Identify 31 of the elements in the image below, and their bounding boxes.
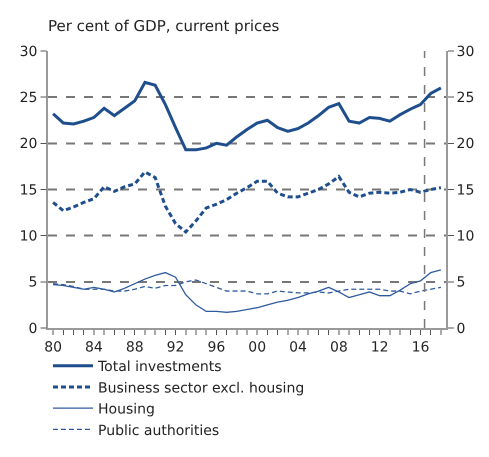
chart-title: Per cent of GDP, current prices [48, 17, 280, 36]
y-tick-label: 0 [28, 320, 38, 337]
y-tick-label: 5 [28, 274, 38, 291]
y2-tick-label: 0 [456, 320, 466, 337]
y2-tick-label: 30 [456, 44, 474, 60]
y2-tick-label: 25 [456, 90, 474, 106]
y2-tick-label: 20 [456, 136, 474, 152]
line-series [52, 80, 442, 152]
x-tick-label: 12 [370, 340, 389, 356]
y2-tick-label: 15 [456, 182, 474, 198]
legend-label: Housing [98, 402, 155, 418]
x-tick-label: 00 [248, 340, 266, 356]
line-series [52, 170, 442, 234]
x-tick-label: 80 [44, 340, 62, 356]
legend-label: Public authorities [98, 422, 220, 439]
x-tick-label: 08 [330, 340, 348, 356]
y-tick-label: 15 [20, 182, 38, 198]
y2-tick-label: 10 [456, 228, 474, 245]
y-tick-label: 30 [20, 44, 38, 60]
x-tick-label: 04 [289, 340, 308, 356]
x-tick-label: 88 [126, 340, 144, 356]
x-tick-label: 84 [85, 340, 103, 356]
y2-tick-label: 5 [456, 274, 466, 291]
x-tick-label: 16 [412, 340, 430, 356]
legend-label: Business sector excl. housing [98, 380, 304, 396]
y-tick-label: 20 [20, 136, 38, 152]
x-tick-label: 92 [166, 340, 184, 356]
x-tick-label: 96 [207, 340, 226, 356]
y-tick-label: 25 [20, 90, 38, 106]
y-tick-label: 10 [20, 228, 38, 245]
legend-label: Total investments [97, 359, 222, 376]
